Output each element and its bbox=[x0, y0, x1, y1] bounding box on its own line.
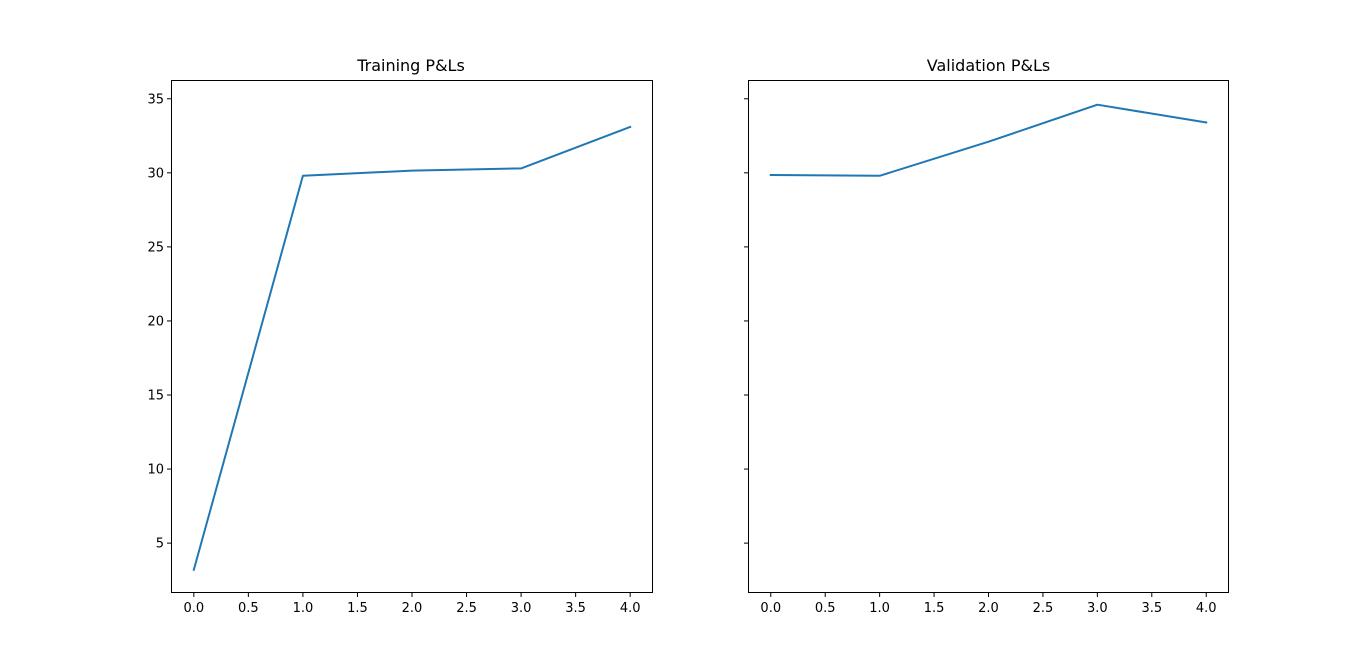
training-y-tick-label: 10 bbox=[147, 463, 164, 478]
validation-x-tick-label: 0.0 bbox=[760, 601, 781, 616]
validation-chart-title: Validation P&Ls bbox=[927, 56, 1050, 75]
validation-x-tick-label: 2.0 bbox=[978, 601, 999, 616]
validation-chart-frame bbox=[748, 80, 1229, 593]
validation-x-tick-label: 0.5 bbox=[815, 601, 836, 616]
training-x-tick-label: 3.0 bbox=[511, 601, 532, 616]
training-x-tick-label: 1.0 bbox=[293, 601, 314, 616]
training-chart-marks: 0.0 0.5 1.0 1.5 2.0 2.5 3.0 3.5 4.0 5 10 15 20 25 30 35 bbox=[147, 92, 640, 616]
training-chart-panel: Training P&Ls 0.0 0.5 1.0 1.5 2.0 2.5 3.0 3.5 4.… bbox=[147, 56, 653, 616]
validation-x-tick-label: 4.0 bbox=[1196, 601, 1217, 616]
training-y-tick-label: 30 bbox=[147, 166, 164, 181]
validation-chart-marks: 0.0 0.5 1.0 1.5 2.0 2.5 3.0 3.5 4.0 bbox=[744, 98, 1217, 616]
training-y-tick-label: 15 bbox=[147, 389, 164, 404]
validation-x-tick-label: 1.0 bbox=[869, 601, 890, 616]
training-chart-frame bbox=[171, 80, 653, 593]
validation-x-tick-label: 3.5 bbox=[1141, 601, 1162, 616]
training-y-tick-label: 20 bbox=[147, 314, 164, 329]
training-x-tick-label: 0.0 bbox=[183, 601, 204, 616]
validation-series-line bbox=[769, 103, 1208, 177]
validation-x-tick-label: 3.0 bbox=[1087, 601, 1108, 616]
training-x-tick-label: 2.5 bbox=[456, 601, 477, 616]
training-x-tick-label: 1.5 bbox=[347, 601, 368, 616]
training-y-tick-label: 25 bbox=[147, 240, 164, 255]
training-chart-title: Training P&Ls bbox=[356, 56, 465, 75]
validation-x-tick-label: 2.5 bbox=[1033, 601, 1054, 616]
training-x-tick-label: 2.0 bbox=[402, 601, 423, 616]
validation-x-tick-label: 1.5 bbox=[924, 601, 945, 616]
training-x-tick-label: 4.0 bbox=[620, 601, 641, 616]
validation-chart-panel: Validation P&Ls 0.0 0.5 1.0 1.5 2.0 2.5 3.0 3.5… bbox=[744, 56, 1229, 616]
training-x-tick-label: 3.5 bbox=[565, 601, 586, 616]
training-y-tick-label: 5 bbox=[156, 537, 164, 552]
training-y-tick-label: 35 bbox=[147, 92, 164, 107]
training-x-tick-label: 0.5 bbox=[238, 601, 259, 616]
training-series-line bbox=[192, 125, 632, 572]
